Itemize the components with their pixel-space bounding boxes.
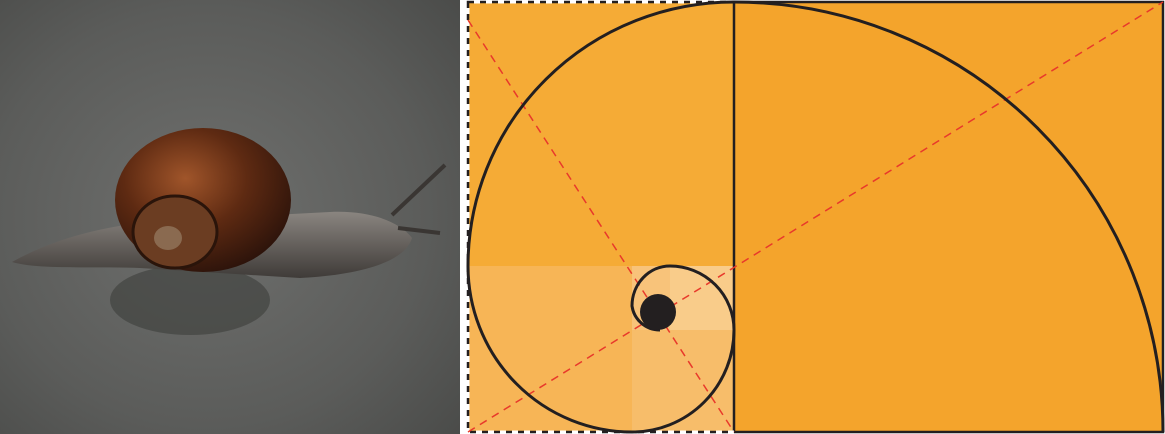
shell-center [154,226,182,250]
golden-spiral [468,2,1163,432]
square [468,266,632,432]
spiral-center [640,294,676,330]
square [734,2,1163,432]
wet-patch [110,265,270,335]
snail-photo [0,0,460,434]
composition [0,0,1165,434]
page: (() => { const data = JSON.parse(documen… [0,0,1165,434]
